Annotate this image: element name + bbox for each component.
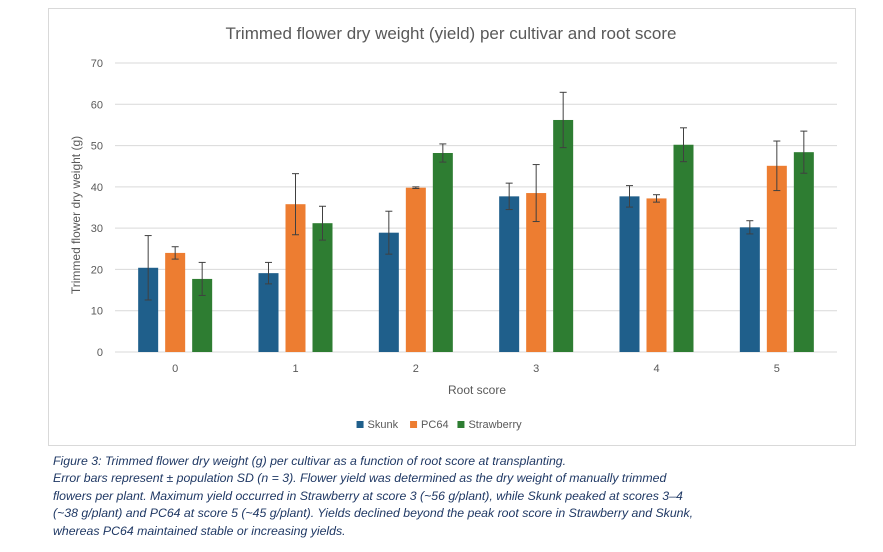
bar-pc64	[526, 193, 547, 352]
bar-skunk	[739, 227, 760, 352]
y-tick-label: 0	[97, 347, 103, 359]
bar-pc64	[165, 252, 186, 352]
bar-skunk	[258, 273, 279, 352]
x-axis-title: Root score	[448, 383, 506, 397]
y-tick-label: 30	[91, 223, 103, 235]
caption-line: (~38 g/plant) and PC64 at score 5 (~45 g…	[53, 506, 694, 521]
caption-line: whereas PC64 maintained stable or increa…	[53, 523, 346, 538]
bar-skunk	[619, 196, 640, 352]
bar-strawberry	[793, 152, 814, 352]
bar-strawberry	[673, 144, 694, 352]
y-tick-label: 60	[91, 99, 103, 111]
x-tick-label: 1	[292, 363, 298, 375]
bar-pc64	[646, 198, 667, 352]
y-axis-title: Trimmed flower dry weight (g)	[69, 136, 83, 294]
grid-layer	[115, 62, 837, 353]
x-tick-label: 4	[653, 363, 659, 375]
chart-frame: Trimmed flower dry weight (yield) per cu…	[48, 8, 856, 446]
y-tick-label: 40	[91, 182, 103, 194]
bar-strawberry	[192, 278, 213, 352]
bar-pc64	[405, 187, 426, 352]
bar-strawberry	[553, 119, 574, 352]
caption-line: Figure 3: Trimmed flower dry weight (g) …	[53, 454, 567, 468]
x-tick-label: 5	[774, 363, 780, 375]
bar-skunk	[499, 196, 520, 352]
caption-line: Error bars represent ± population SD (n …	[53, 471, 667, 486]
bar-pc64	[285, 204, 306, 352]
y-tick-labels: 0 10 20 30 40 50 60 70	[91, 58, 103, 359]
bars	[138, 119, 814, 352]
bar-strawberry	[312, 223, 333, 352]
legend-label-strawberry: Strawberry	[468, 419, 522, 431]
figure-caption: Figure 3: Trimmed flower dry weight (g) …	[53, 453, 853, 540]
caption-line: flowers per plant. Maximum yield occurre…	[53, 488, 683, 503]
legend-swatch-strawberry	[457, 421, 465, 428]
bar-strawberry	[432, 153, 453, 352]
legend: Skunk PC64 Strawberry	[356, 419, 522, 431]
x-tick-label: 2	[413, 363, 419, 375]
bar-skunk	[138, 267, 159, 352]
chart-svg: Trimmed flower dry weight (yield) per cu…	[69, 24, 837, 431]
y-tick-label: 50	[91, 141, 103, 153]
bar-skunk	[378, 232, 399, 352]
bar-pc64	[766, 165, 787, 352]
legend-label-skunk: Skunk	[368, 419, 399, 431]
legend-swatch-skunk	[356, 421, 364, 428]
x-tick-label: 0	[172, 363, 178, 375]
x-tick-labels: 0 1 2 3 4 5	[172, 363, 780, 375]
chart-title: Trimmed flower dry weight (yield) per cu…	[226, 24, 677, 43]
legend-label-pc64: PC64	[421, 419, 449, 431]
y-tick-label: 70	[91, 58, 103, 70]
y-tick-label: 10	[91, 306, 103, 318]
legend-swatch-pc64	[410, 421, 418, 428]
y-tick-label: 20	[91, 264, 103, 276]
x-tick-label: 3	[533, 363, 539, 375]
error-bars	[144, 91, 808, 301]
